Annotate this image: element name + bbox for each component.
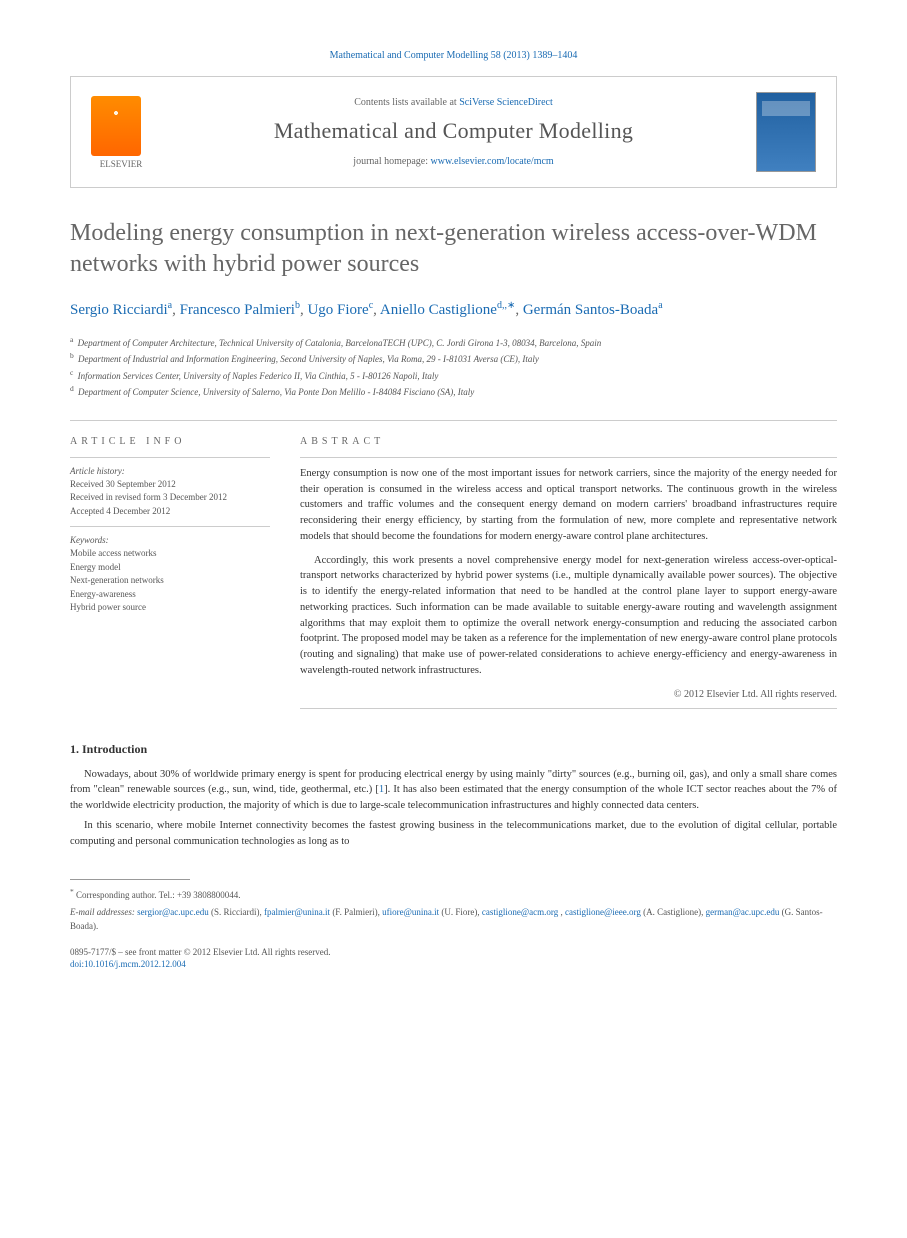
sciencedirect-link[interactable]: SciVerse ScienceDirect <box>459 97 553 108</box>
email-link[interactable]: castiglione@acm.org <box>482 907 558 917</box>
copyright-footer: 0895-7177/$ – see front matter © 2012 El… <box>70 946 837 971</box>
keywords-label: Keywords: <box>70 535 270 545</box>
affiliation-ref[interactable]: b <box>295 300 300 311</box>
email-link[interactable]: fpalmier@unina.it <box>264 907 330 917</box>
author-link[interactable]: Germán Santos-Boada <box>523 302 658 318</box>
affiliation-ref[interactable]: a <box>168 300 172 311</box>
header-center: Contents lists available at SciVerse Sci… <box>171 97 736 167</box>
intro-body-text: Nowadays, about 30% of worldwide primary… <box>70 767 837 850</box>
abstract-divider <box>300 457 837 458</box>
divider <box>70 420 837 421</box>
doi-line: doi:10.1016/j.mcm.2012.12.004 <box>70 958 837 971</box>
header-citation: Mathematical and Computer Modelling 58 (… <box>70 50 837 61</box>
citation-link[interactable]: Mathematical and Computer Modelling 58 (… <box>330 50 578 61</box>
email-link[interactable]: german@ac.upc.edu <box>706 907 780 917</box>
homepage-line: journal homepage: www.elsevier.com/locat… <box>171 156 736 167</box>
affiliations-list: a Department of Computer Architecture, T… <box>70 334 837 400</box>
journal-title: Mathematical and Computer Modelling <box>171 118 736 144</box>
abstract-heading: ABSTRACT <box>300 436 837 447</box>
contents-available-line: Contents lists available at SciVerse Sci… <box>171 97 736 108</box>
reference-link[interactable]: 1 <box>379 784 384 795</box>
abstract-bottom-divider <box>300 708 837 709</box>
article-info-heading: ARTICLE INFO <box>70 436 270 447</box>
history-label: Article history: <box>70 466 270 476</box>
email-link[interactable]: castiglione@ieee.org <box>565 907 641 917</box>
article-info-column: ARTICLE INFO Article history: Received 3… <box>70 436 270 717</box>
email-addresses-line: E-mail addresses: sergior@ac.upc.edu (S.… <box>70 905 837 934</box>
abstract-column: ABSTRACT Energy consumption is now one o… <box>300 436 837 717</box>
author-link[interactable]: Ugo Fiore <box>307 302 368 318</box>
corresponding-author-note: * Corresponding author. Tel.: +39 380880… <box>70 886 837 903</box>
elsevier-logo: ELSEVIER <box>91 96 151 169</box>
keywords-text: Mobile access networksEnergy modelNext-g… <box>70 547 270 615</box>
authors-list: Sergio Ricciardia, Francesco Palmierib, … <box>70 298 837 322</box>
abstract-copyright: © 2012 Elsevier Ltd. All rights reserved… <box>300 689 837 700</box>
doi-link[interactable]: doi:10.1016/j.mcm.2012.12.004 <box>70 959 186 969</box>
affiliation-ref[interactable]: a <box>658 300 662 311</box>
email-link[interactable]: sergior@ac.upc.edu <box>137 907 209 917</box>
journal-cover-thumbnail <box>756 92 816 172</box>
affiliation-ref[interactable]: c <box>369 300 373 311</box>
footer-divider <box>70 879 190 880</box>
author-link[interactable]: Aniello Castiglione <box>380 302 497 318</box>
homepage-link[interactable]: www.elsevier.com/locate/mcm <box>431 156 554 167</box>
issn-line: 0895-7177/$ – see front matter © 2012 El… <box>70 946 837 959</box>
info-divider <box>70 457 270 458</box>
history-text: Received 30 September 2012Received in re… <box>70 478 270 519</box>
email-link[interactable]: ufiore@unina.it <box>382 907 439 917</box>
info-divider <box>70 526 270 527</box>
journal-header-box: ELSEVIER Contents lists available at Sci… <box>70 76 837 188</box>
abstract-text: Energy consumption is now one of the mos… <box>300 466 837 679</box>
section-heading-intro: 1. Introduction <box>70 742 837 757</box>
info-abstract-row: ARTICLE INFO Article history: Received 3… <box>70 436 837 717</box>
author-link[interactable]: Francesco Palmieri <box>180 302 295 318</box>
author-link[interactable]: Sergio Ricciardi <box>70 302 168 318</box>
affiliation-ref[interactable]: d,,∗ <box>497 300 515 311</box>
article-title: Modeling energy consumption in next-gene… <box>70 218 837 280</box>
